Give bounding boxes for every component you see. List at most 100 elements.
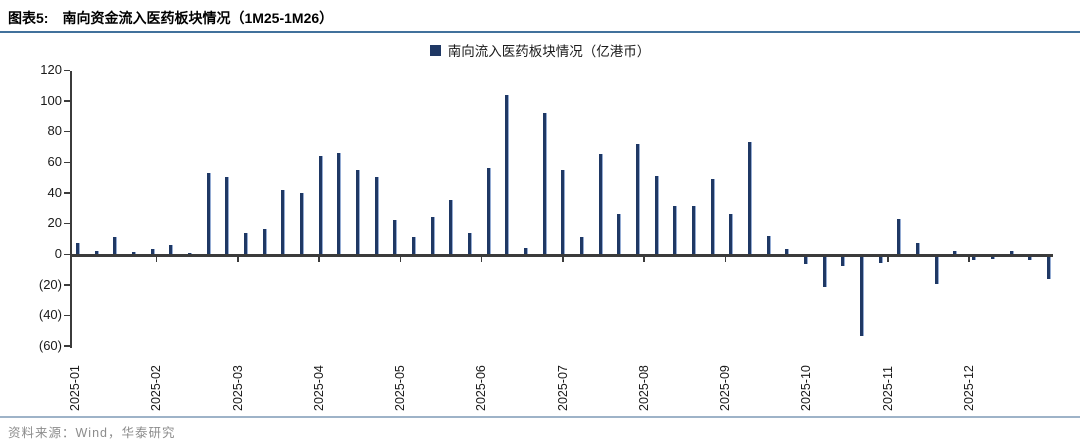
bar-week-48 (953, 250, 958, 254)
bar-week-34 (692, 206, 697, 254)
figure-number: 图表5: (8, 10, 49, 26)
bar-week-22 (468, 232, 473, 254)
y-axis-label: 100 (40, 92, 62, 108)
bar-week-3 (113, 237, 118, 254)
bar-week-21 (449, 200, 454, 254)
y-axis-label: 120 (40, 62, 62, 78)
x-axis-tick (480, 256, 483, 262)
bar-week-29 (598, 154, 603, 254)
x-axis-tick (318, 256, 320, 262)
bar-week-15 (337, 152, 342, 254)
y-axis-tick (64, 314, 70, 317)
bar-week-30 (617, 214, 622, 254)
x-axis-line (70, 254, 1053, 257)
bar-week-35 (710, 178, 715, 254)
y-axis-tick (64, 192, 70, 194)
bar-week-12 (281, 189, 286, 254)
bar-week-2 (94, 250, 99, 254)
x-axis-label: 2025-02 (149, 365, 164, 411)
x-axis-label: 2025-05 (393, 365, 408, 411)
y-axis-tick (64, 130, 70, 133)
bar-week-1 (76, 243, 80, 254)
y-axis-tick (64, 222, 70, 225)
bar-week-49 (972, 256, 977, 260)
bar-week-7 (188, 253, 193, 254)
bar-week-4 (132, 251, 136, 254)
x-axis-label: 2025-09 (718, 365, 733, 411)
x-axis-tick (562, 256, 564, 262)
bar-week-5 (150, 249, 155, 254)
legend-label: 南向流入医药板块情况（亿港币） (447, 44, 651, 59)
bar-week-38 (766, 235, 771, 254)
bar-week-6 (169, 244, 174, 254)
y-axis-label: 0 (54, 246, 62, 261)
legend-swatch-icon (429, 44, 441, 56)
y-axis-tick (64, 69, 70, 72)
x-axis-tick (887, 256, 889, 262)
bar-week-14 (318, 155, 323, 254)
bar-week-16 (356, 169, 361, 254)
x-axis-tick (237, 256, 239, 262)
bar-week-32 (654, 175, 659, 254)
y-axis-label: 80 (47, 123, 62, 139)
bar-week-23 (486, 168, 491, 254)
y-axis-tick (64, 161, 70, 163)
y-axis-label: 20 (47, 215, 62, 231)
y-axis-line (70, 71, 72, 348)
bar-week-18 (393, 220, 398, 254)
bar-week-52 (1028, 256, 1033, 261)
bar-week-33 (673, 206, 678, 254)
y-axis-tick (64, 284, 70, 286)
x-axis-tick (643, 256, 645, 262)
bar-week-47 (934, 256, 939, 285)
x-axis-tick (724, 256, 727, 262)
bar-week-28 (580, 237, 585, 254)
plot-area: 120 100 80 60 40 20 0 (20) (40) (60) 2025-01 2025-0… (39, 62, 1053, 411)
chart-legend: 南向流入医药板块情况（亿港币） (0, 40, 1080, 60)
x-axis-tick (155, 256, 158, 262)
bar-week-13 (300, 192, 305, 254)
y-axis-label: (20) (38, 276, 62, 292)
y-axis-tick (64, 345, 70, 347)
footer-divider (0, 416, 1080, 418)
x-axis-label: 2025-10 (799, 365, 814, 411)
bar-week-42 (841, 256, 846, 266)
bar-week-10 (244, 232, 249, 254)
bar-week-44 (878, 256, 883, 263)
bar-week-19 (412, 237, 417, 254)
bar-week-31 (636, 143, 641, 254)
source-note: 资料来源：Wind，华泰研究 (8, 426, 176, 440)
bar-week-36 (729, 214, 734, 254)
x-axis-label: 2025-03 (230, 365, 245, 411)
bar-week-24 (505, 94, 510, 254)
x-axis-label: 2025-12 (961, 365, 976, 411)
bar-week-11 (262, 229, 267, 254)
bar-week-25 (524, 247, 529, 254)
x-axis-tick (399, 256, 402, 262)
figure-header: 图表5: 南向资金流入医药板块情况（1M25-1M26） (8, 8, 333, 28)
bar-week-45 (897, 218, 902, 254)
bar-week-9 (225, 177, 230, 254)
bar-week-51 (1009, 250, 1014, 254)
x-axis-label: 2025-06 (474, 365, 489, 411)
y-axis-label: (40) (38, 307, 62, 323)
header-divider (0, 31, 1080, 33)
bar-week-27 (561, 169, 566, 254)
bar-week-39 (785, 249, 790, 254)
y-axis-label: 40 (47, 184, 62, 200)
bar-week-50 (990, 256, 995, 259)
bar-week-8 (206, 172, 211, 254)
bar-week-17 (374, 177, 379, 254)
y-axis-label: 60 (47, 154, 62, 169)
y-axis-tick (64, 253, 70, 255)
figure-title: 南向资金流入医药板块情况（1M25-1M26） (62, 10, 334, 26)
y-axis-tick (64, 100, 70, 102)
bar-week-26 (542, 112, 547, 254)
bar-week-43 (860, 256, 865, 337)
bar-week-37 (748, 142, 753, 254)
x-axis-tick (968, 256, 970, 262)
x-axis-label: 2025-01 (68, 365, 82, 411)
bar-week-53 (1046, 256, 1051, 280)
x-axis-label: 2025-07 (555, 365, 570, 411)
x-axis-label: 2025-11 (880, 366, 895, 411)
